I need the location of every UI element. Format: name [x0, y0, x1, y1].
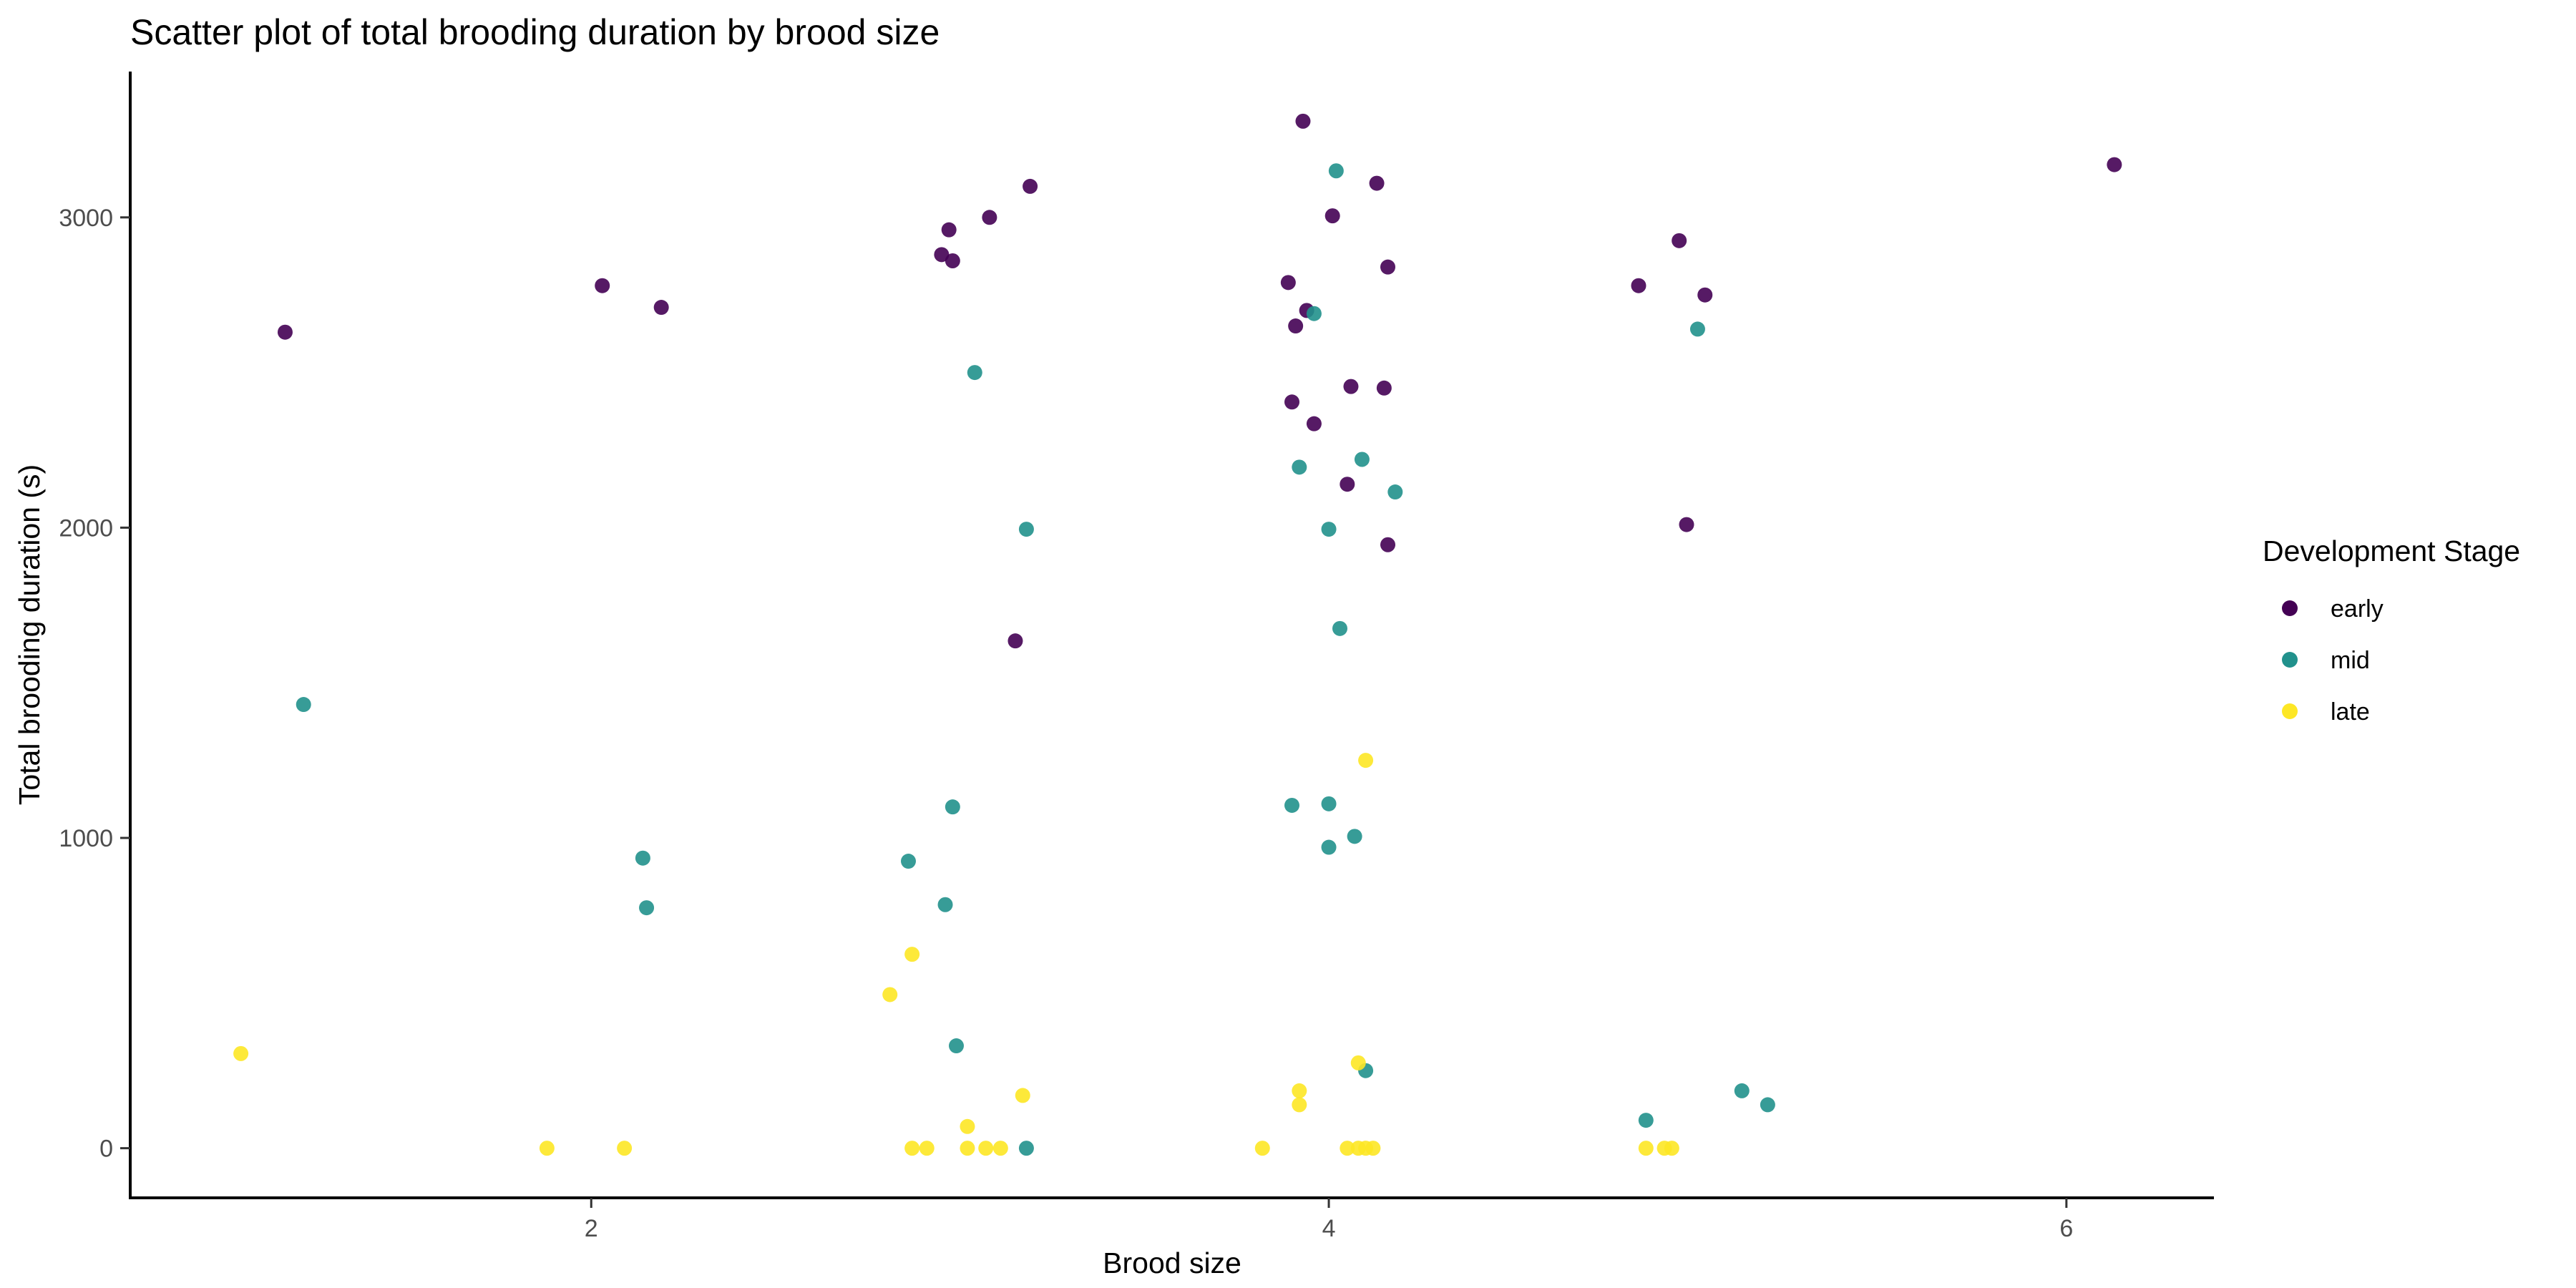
data-point-mid [937, 897, 953, 912]
x-tick-label: 6 [2059, 1215, 2073, 1242]
data-point-mid [1306, 306, 1322, 321]
data-point-early [595, 278, 610, 293]
series-early [277, 113, 2122, 649]
legend: Development Stage early mid late [2263, 535, 2520, 726]
data-point-early [1284, 394, 1300, 410]
data-point-mid [967, 365, 982, 381]
x-ticks: 2 4 6 [585, 1198, 2073, 1242]
data-point-mid [1332, 620, 1348, 636]
data-point-mid [1284, 797, 1300, 813]
data-point-early [1288, 318, 1304, 334]
data-point-mid [1292, 459, 1307, 475]
data-point-late [1015, 1088, 1030, 1103]
x-axis-title: Brood size [1103, 1246, 1241, 1279]
data-point-mid [1321, 796, 1337, 811]
legend-label-early: early [2331, 595, 2384, 623]
data-point-late [978, 1141, 994, 1156]
legend-label-late: late [2331, 698, 2370, 726]
data-point-early [1679, 517, 1694, 532]
data-point-early [982, 210, 997, 225]
data-point-late [233, 1045, 249, 1061]
data-point-early [1008, 633, 1023, 649]
data-point-early [934, 247, 950, 263]
data-point-late [960, 1141, 975, 1156]
data-point-late [1254, 1141, 1270, 1156]
data-point-late [1292, 1097, 1307, 1113]
data-point-early [1023, 178, 1038, 194]
data-point-early [1295, 113, 1311, 129]
data-point-late [1350, 1055, 1366, 1070]
y-tick-label: 3000 [59, 205, 113, 232]
data-point-late [1340, 1141, 1355, 1156]
data-point-late [992, 1141, 1008, 1156]
legend-items: early mid late [2282, 595, 2384, 726]
data-point-mid [1347, 829, 1362, 844]
data-point-early [1324, 208, 1340, 224]
y-tick-label: 2000 [59, 514, 113, 542]
data-point-mid [1760, 1097, 1775, 1113]
data-point-mid [1638, 1113, 1654, 1128]
y-ticks: 0 1000 2000 3000 [59, 205, 130, 1163]
data-point-early [1343, 379, 1359, 394]
data-point-mid [635, 850, 650, 866]
x-tick-label: 2 [585, 1215, 598, 1242]
data-point-mid [1018, 522, 1034, 537]
data-point-mid [1734, 1083, 1750, 1098]
data-point-early [653, 300, 669, 316]
data-point-early [1380, 259, 1396, 275]
series-mid [296, 163, 1775, 1156]
legend-title: Development Stage [2263, 535, 2520, 567]
y-tick-label: 1000 [59, 825, 113, 852]
data-point-late [904, 1141, 920, 1156]
data-point-late [1358, 753, 1374, 769]
data-point-late [617, 1141, 633, 1156]
legend-key-late [2282, 703, 2298, 719]
x-tick-label: 4 [1322, 1215, 1336, 1242]
data-point-late [1638, 1141, 1654, 1156]
data-point-late [1664, 1141, 1679, 1156]
data-point-mid [1328, 163, 1344, 179]
data-point-mid [1689, 321, 1705, 337]
data-point-mid [1018, 1141, 1034, 1156]
data-point-mid [900, 854, 916, 869]
chart-title: Scatter plot of total brooding duration … [130, 12, 940, 52]
data-point-early [1280, 275, 1296, 291]
data-point-mid [639, 900, 655, 916]
data-point-late [882, 987, 898, 1002]
data-point-early [1697, 287, 1713, 303]
data-point-mid [945, 799, 960, 815]
data-point-late [539, 1141, 555, 1156]
data-point-late [960, 1118, 975, 1134]
y-axis-title: Total brooding duration (s) [13, 464, 46, 805]
data-point-early [1380, 537, 1396, 552]
plot-area: 2 4 6 0 1000 2000 3000 [59, 72, 2214, 1242]
legend-key-mid [2282, 652, 2298, 668]
data-point-mid [1354, 452, 1370, 467]
data-point-early [277, 324, 293, 340]
data-point-early [1672, 233, 1687, 248]
data-point-early [1631, 278, 1646, 293]
data-point-early [945, 253, 960, 269]
data-point-early [1340, 477, 1355, 492]
data-point-early [2107, 157, 2122, 172]
legend-key-early [2282, 600, 2298, 616]
points-layer [233, 113, 2122, 1156]
data-point-early [1306, 416, 1322, 431]
legend-label-mid: mid [2331, 647, 2370, 674]
y-tick-label: 0 [99, 1136, 113, 1163]
series-late [233, 753, 1679, 1156]
data-point-early [941, 222, 957, 238]
data-point-mid [1321, 839, 1337, 855]
data-point-late [1292, 1083, 1307, 1098]
data-point-early [1376, 380, 1392, 396]
data-point-early [1369, 175, 1385, 191]
data-point-mid [1321, 522, 1337, 537]
data-point-mid [1387, 484, 1403, 500]
data-point-late [904, 947, 920, 962]
data-point-late [919, 1141, 935, 1156]
data-point-mid [948, 1038, 964, 1054]
data-point-mid [296, 697, 311, 713]
data-point-late [1365, 1141, 1381, 1156]
